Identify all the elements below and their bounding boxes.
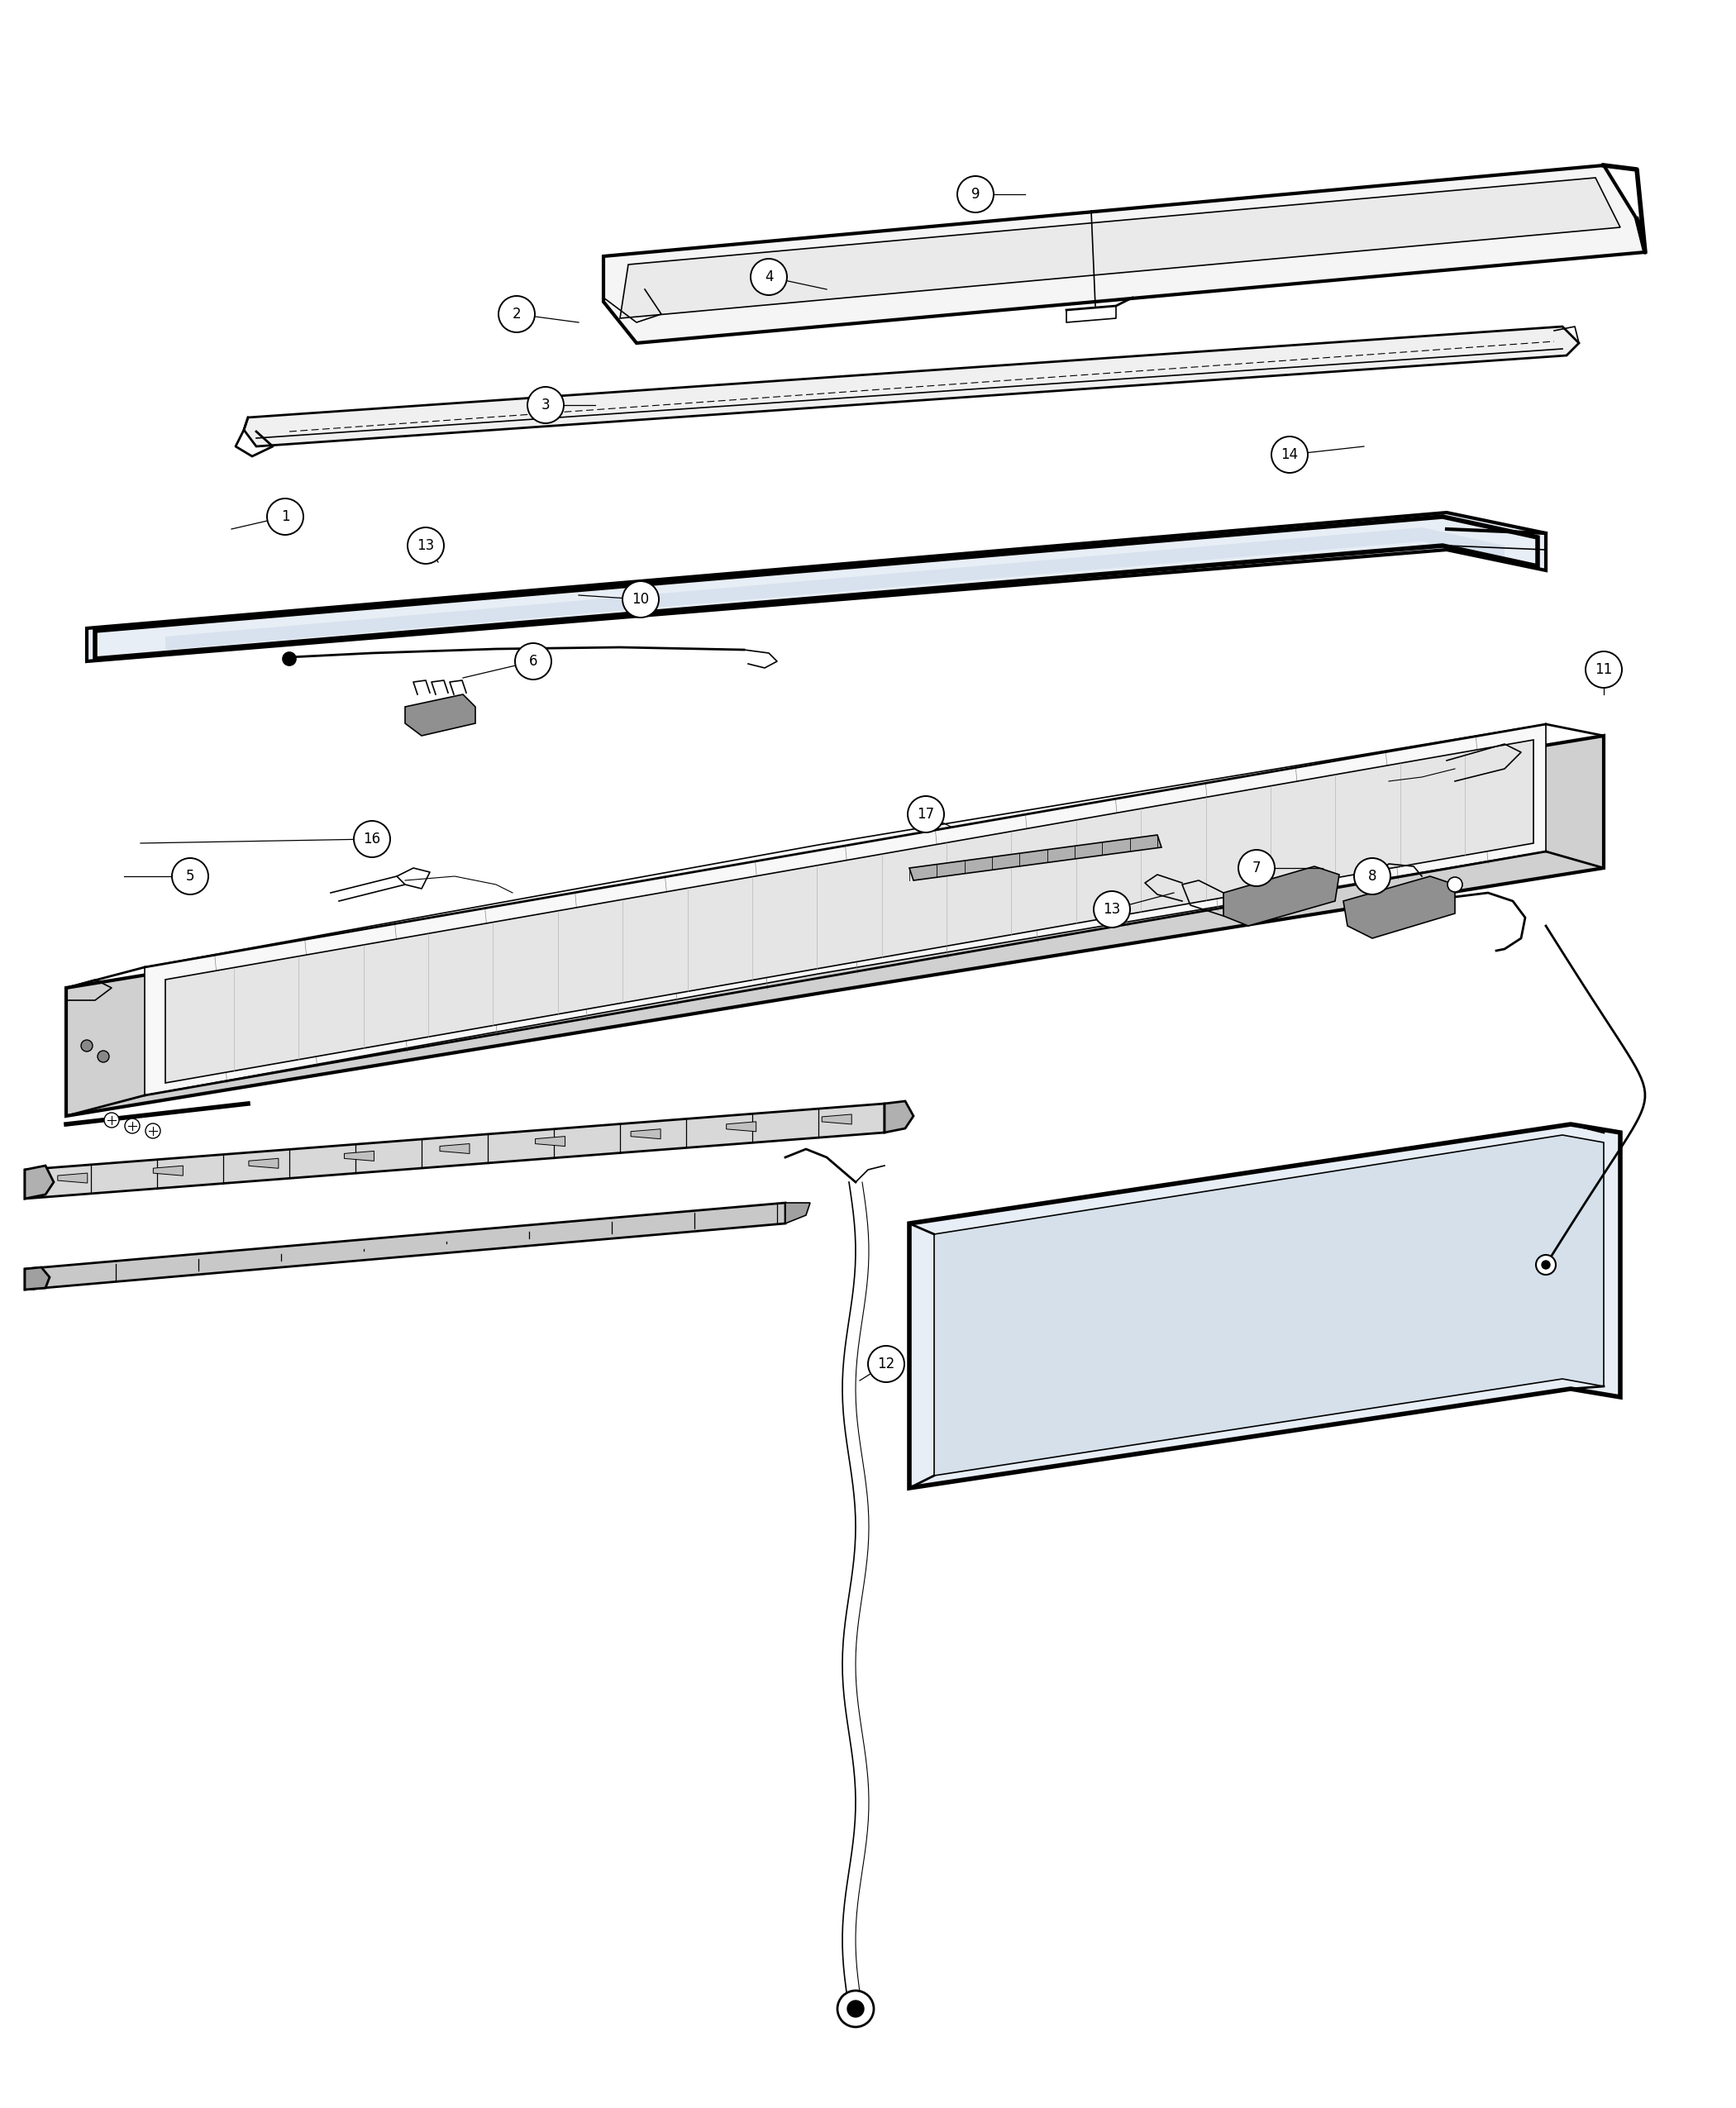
Text: 5: 5 — [186, 868, 194, 883]
Circle shape — [146, 1124, 160, 1138]
Text: 4: 4 — [764, 270, 773, 285]
Polygon shape — [934, 1134, 1604, 1476]
Polygon shape — [404, 694, 476, 736]
Polygon shape — [165, 740, 1533, 1084]
Text: 10: 10 — [632, 592, 649, 607]
Text: 17: 17 — [917, 807, 934, 822]
Polygon shape — [24, 1166, 54, 1199]
Polygon shape — [620, 177, 1620, 318]
Circle shape — [498, 295, 535, 333]
Circle shape — [1354, 858, 1391, 894]
Polygon shape — [87, 512, 1545, 662]
Text: 13: 13 — [417, 538, 434, 552]
Polygon shape — [630, 1130, 661, 1138]
Text: 9: 9 — [970, 188, 979, 202]
Polygon shape — [24, 1105, 885, 1199]
Polygon shape — [821, 1115, 852, 1124]
Text: 16: 16 — [363, 833, 380, 847]
Text: 8: 8 — [1368, 868, 1377, 883]
Polygon shape — [1224, 866, 1338, 925]
Circle shape — [172, 858, 208, 894]
Circle shape — [1238, 850, 1274, 885]
Circle shape — [528, 388, 564, 424]
Polygon shape — [604, 164, 1646, 344]
Polygon shape — [726, 1121, 757, 1132]
Circle shape — [750, 259, 786, 295]
Text: 12: 12 — [877, 1358, 896, 1372]
Polygon shape — [24, 1204, 785, 1290]
Circle shape — [82, 1039, 92, 1052]
Circle shape — [908, 797, 944, 833]
Polygon shape — [144, 725, 1545, 1096]
Circle shape — [283, 651, 295, 666]
Polygon shape — [243, 327, 1580, 447]
Circle shape — [354, 820, 391, 858]
Text: 13: 13 — [1102, 902, 1121, 917]
Text: 3: 3 — [542, 398, 550, 413]
Polygon shape — [66, 736, 1604, 1115]
Polygon shape — [248, 1159, 278, 1168]
Circle shape — [847, 2000, 865, 2017]
Circle shape — [267, 497, 304, 535]
Polygon shape — [24, 1267, 50, 1290]
Circle shape — [837, 1990, 873, 2028]
Polygon shape — [535, 1136, 566, 1147]
Text: 2: 2 — [512, 306, 521, 323]
Circle shape — [1094, 892, 1130, 928]
Circle shape — [1536, 1254, 1555, 1275]
Polygon shape — [785, 1204, 811, 1223]
Polygon shape — [57, 1172, 87, 1183]
Circle shape — [516, 643, 552, 679]
Circle shape — [125, 1119, 139, 1134]
Text: 11: 11 — [1595, 662, 1613, 677]
Circle shape — [97, 1050, 109, 1062]
Polygon shape — [165, 527, 1505, 649]
Polygon shape — [910, 835, 1161, 881]
Circle shape — [408, 527, 444, 563]
Polygon shape — [439, 1145, 469, 1153]
Circle shape — [623, 582, 660, 618]
Text: 7: 7 — [1252, 860, 1260, 875]
Text: 14: 14 — [1281, 447, 1299, 462]
Circle shape — [104, 1113, 120, 1128]
Polygon shape — [344, 1151, 373, 1162]
Text: 1: 1 — [281, 510, 290, 525]
Circle shape — [1448, 877, 1462, 892]
Circle shape — [1271, 436, 1307, 472]
Circle shape — [957, 177, 993, 213]
Polygon shape — [885, 1100, 913, 1132]
Polygon shape — [153, 1166, 182, 1176]
Text: 6: 6 — [529, 653, 538, 668]
Circle shape — [868, 1345, 904, 1383]
Circle shape — [1542, 1261, 1550, 1269]
Circle shape — [1585, 651, 1621, 687]
Polygon shape — [910, 1124, 1620, 1488]
Polygon shape — [1344, 877, 1455, 938]
